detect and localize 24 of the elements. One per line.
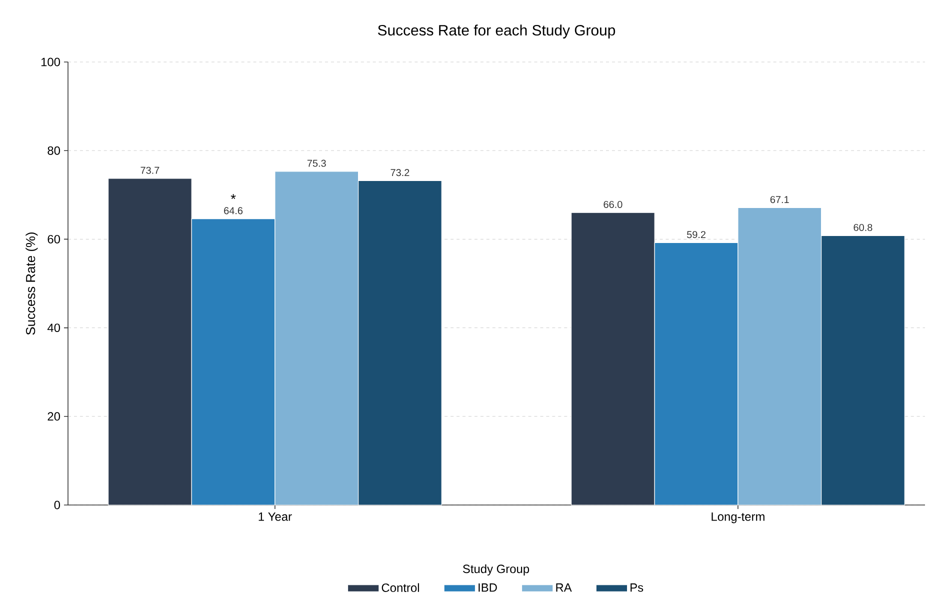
data-label: 60.8 [854,224,872,232]
data-label: 59.2 [687,231,706,238]
data-label: 73.2 [390,169,410,176]
data-label: 66.0 [604,200,622,208]
chart-title: Success Rate for each Study Group [378,24,616,38]
legend-label: RA [556,583,572,592]
y-axis-title: Success Rate (%) [26,232,38,335]
legend-label: IBD [478,583,497,592]
y-tick-label: 40 [47,324,60,332]
y-tick-label: 100 [41,58,60,66]
y-tick-label: 80 [48,146,60,155]
annotation: * [230,194,236,200]
data-label: 73.7 [140,166,160,174]
data-label: 67.1 [770,196,789,204]
legend-title: Study Group [462,564,530,576]
legend-label: Control [382,583,419,592]
y-tick-label: 60 [48,234,60,244]
x-tick-label: Long-term [712,512,764,524]
y-tick-label: 0 [54,500,60,510]
data-label: 75.3 [307,160,326,167]
y-tick-label: 20 [48,412,60,421]
data-label: 64.6 [224,207,243,214]
x-tick-label: 1 Year [258,512,292,521]
legend-label: Ps [630,583,644,592]
